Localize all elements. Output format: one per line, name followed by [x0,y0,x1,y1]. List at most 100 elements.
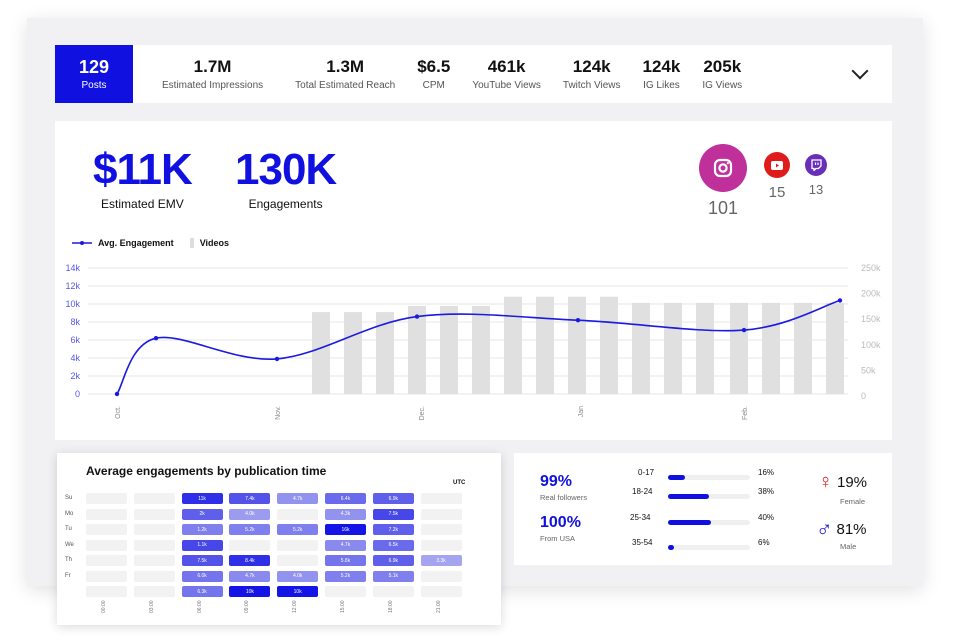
stat-item[interactable]: $6.5 CPM [406,57,461,91]
heatmap-cell[interactable]: 5.2k [229,524,271,535]
stat-item[interactable]: 124k IG Likes [632,57,692,91]
heatmap-cell[interactable]: 7.5k [181,555,223,566]
real-followers: 99% Real followers [540,473,587,502]
posts-stat[interactable]: 129 Posts [55,45,133,103]
heatmap-cell[interactable]: 6.4k [325,493,366,504]
heatmap-cell[interactable] [229,539,271,551]
stat-label: Twitch Views [562,80,621,91]
heatmap-cell[interactable]: 6.9k [372,555,414,566]
heatmap-cell[interactable]: 1.2k [181,524,223,535]
heatmap-cell[interactable]: 4.0k [277,570,319,582]
heatmap-cell[interactable]: 2k [181,508,223,520]
x-tick: Nov. [275,406,282,420]
heatmap-cell[interactable]: 7.4k [229,493,271,504]
heatmap-cell[interactable]: 6.9k [372,493,414,504]
heatmap-cell[interactable] [133,555,175,566]
stat-item[interactable]: 1.7M Estimated Impressions [151,57,274,91]
male-value: 81% [836,520,867,538]
y-left-tick: 2k [70,371,80,381]
heatmap-cell[interactable] [133,493,175,504]
heatmap-title: Average engagements by publication time [86,464,327,478]
heatmap-cell[interactable]: 10k [277,586,319,597]
platform-youtube[interactable]: 15 [764,152,790,201]
heatmap-cell[interactable] [277,508,319,520]
heatmap-cell[interactable]: 4.0k [229,508,271,520]
heatmap-cell[interactable]: 1.1k [181,539,223,551]
heatmap-cell[interactable]: 4.3k [325,508,366,520]
video-bar [664,302,682,394]
age-pct: 38% [758,487,775,496]
heatmap-cell[interactable] [133,586,175,597]
heatmap-cell[interactable]: 3.3k [420,555,462,566]
y-right-tick: 250k [861,263,881,273]
heatmap-cell[interactable]: 5.8k [325,555,366,566]
y-right-tick: 0 [861,391,866,401]
female-icon: ♀ [818,471,833,493]
y-right-tick: 200k [861,289,881,299]
posts-value: 129 [78,57,110,77]
legend-videos[interactable]: Videos [199,238,230,248]
y-left-tick: 14k [65,263,80,273]
heatmap-cell[interactable]: 7.2k [372,524,414,535]
stat-item[interactable]: 1.3M Total Estimated Reach [284,57,406,91]
heatmap-col-label: 09:00 [244,600,251,613]
heatmap-cell[interactable] [277,539,319,551]
heatmap-cell[interactable]: 10k [229,586,271,597]
heatmap-cell[interactable] [420,539,462,551]
heatmap-cell[interactable] [420,586,462,597]
heatmap-cell[interactable]: 5.2k [277,524,319,535]
heatmap-cell[interactable] [86,508,127,520]
platform-twitch[interactable]: 13 [805,154,827,197]
age-bar-fill [668,494,709,499]
kpi-value: $11K [93,145,193,194]
heatmap-card: Average engagements by publication time … [57,453,501,625]
heatmap-row-label: Mo [65,510,74,517]
heatmap-cell[interactable] [277,555,319,566]
heatmap-cell[interactable]: 6.3k [181,586,223,597]
heatmap-cell[interactable] [420,508,462,520]
stat-item[interactable]: 205k IG Views [691,57,753,91]
heatmap-cell[interactable]: 5.1k [372,570,414,582]
heatmap-cell[interactable] [133,570,175,582]
heatmap-cell[interactable]: 6.5k [372,539,414,551]
stat-value: 461k [487,57,526,76]
x-tick: Feb. [742,406,749,420]
heatmap-cell[interactable] [133,508,175,520]
heatmap-cell[interactable] [420,524,462,535]
video-bar [408,305,426,394]
legend-avg-engagement[interactable]: Avg. Engagement [98,238,174,248]
heatmap-cell[interactable] [420,570,462,582]
stat-item[interactable]: 124k Twitch Views [552,57,632,91]
heatmap-cell[interactable] [420,493,462,504]
chevron-down-icon[interactable] [851,62,869,80]
heatmap-cell[interactable]: 16k [325,524,366,535]
video-bar [632,302,650,394]
heatmap-col-label: 06:00 [196,600,203,613]
heatmap-cell[interactable] [86,555,127,566]
twitch-icon [805,154,827,176]
heatmap-cell[interactable] [133,539,175,551]
platform-instagram[interactable]: 101 [699,144,747,219]
heatmap-cell[interactable] [86,586,127,597]
heatmap-cell[interactable] [86,539,127,551]
heatmap-cell[interactable]: 7.5k [372,508,414,520]
heatmap-cell[interactable] [86,493,127,504]
heatmap-cell[interactable]: 6.0k [181,570,223,582]
heatmap-cell[interactable]: 11k [181,493,223,504]
heatmap-cell[interactable] [372,586,414,597]
heatmap-cell[interactable]: 4.7k [325,539,366,551]
heatmap-cell[interactable] [86,524,127,535]
heatmap-row-label: Fr [65,572,71,579]
heatmap-cell[interactable]: 4.7k [229,570,271,582]
stat-label: CPM [422,80,445,91]
heatmap-cell[interactable]: 8.4k [229,555,271,566]
heatmap-cell[interactable] [325,586,366,597]
heatmap-cell[interactable] [86,570,127,582]
timezone-label: UTC [453,480,466,486]
heatmap-cell[interactable]: 4.7k [277,493,319,504]
heatmap-col-label: 12:00 [292,600,299,613]
heatmap-cell[interactable] [133,524,175,535]
stat-item[interactable]: 461k YouTube Views [461,57,552,91]
heatmap-cell[interactable]: 5.2k [325,570,366,582]
from-country: 100% From USA [540,514,581,543]
